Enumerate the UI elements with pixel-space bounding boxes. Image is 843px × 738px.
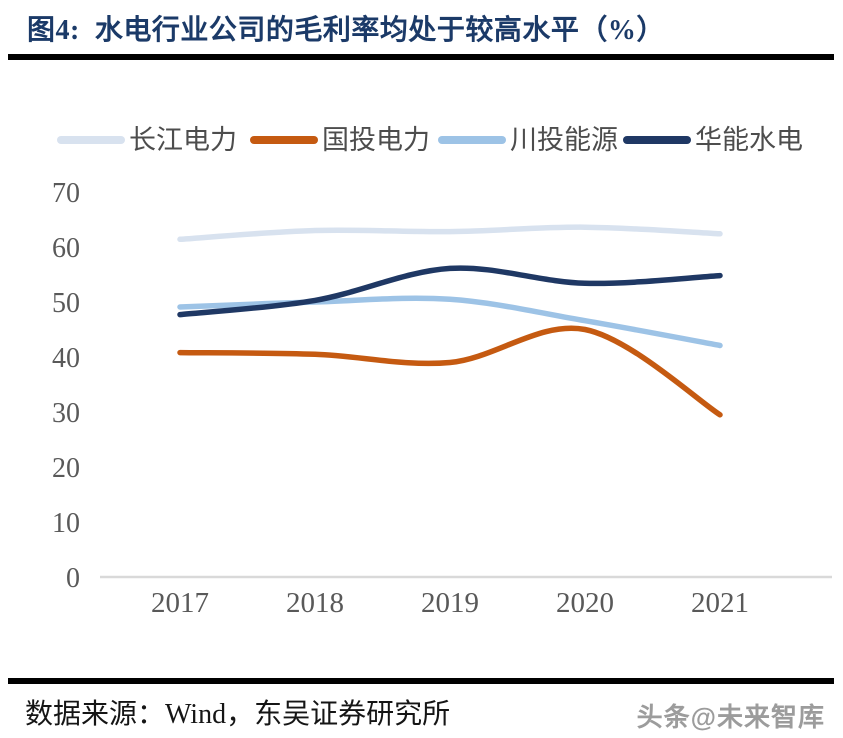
y-axis-tick-label: 30 xyxy=(52,398,80,429)
series-line-2 xyxy=(177,295,723,349)
y-axis-tick-label: 60 xyxy=(52,233,80,264)
footer-divider-rule xyxy=(8,678,834,684)
x-axis-tick-label: 2017 xyxy=(151,587,209,619)
y-axis-tick-label: 70 xyxy=(52,178,80,209)
watermark-text: 头条@未来智库 xyxy=(636,702,825,732)
x-axis-tick-label: 2018 xyxy=(286,587,344,619)
y-axis-tick-label: 40 xyxy=(52,343,80,374)
legend-label: 华能水电 xyxy=(695,125,803,155)
legend-swatch-changjiang-power xyxy=(57,136,125,144)
legend-item-changjiang-power: 长江电力 xyxy=(57,122,237,158)
data-source-text: 数据来源：Wind，东吴证券研究所 xyxy=(25,699,451,730)
legend-swatch-huaneng-hydropower xyxy=(623,136,691,144)
legend-swatch-chuantou-energy xyxy=(438,136,506,144)
legend-item-huaneng-hydropower: 华能水电 xyxy=(623,122,803,158)
x-axis-tick-label: 2019 xyxy=(421,587,479,619)
legend-item-sdic-power: 国投电力 xyxy=(250,122,430,158)
y-axis-tick-label: 20 xyxy=(52,453,80,484)
legend-label: 国投电力 xyxy=(322,125,430,155)
series-line-3 xyxy=(177,265,723,318)
legend-item-chuantou-energy: 川投能源 xyxy=(438,122,618,158)
line-chart-canvas: 0 10 20 30 40 50 60 70 2017 2018 2019 2020 2021 xyxy=(52,178,832,619)
y-axis-tick-label: 10 xyxy=(52,508,80,539)
chart-legend: 长江电力 国投电力 川投能源 华能水电 xyxy=(0,122,843,158)
y-axis-tick-label: 50 xyxy=(52,288,80,319)
x-axis-tick-label: 2021 xyxy=(691,587,749,619)
x-axis-tick-label: 2020 xyxy=(556,587,614,619)
legend-label: 长江电力 xyxy=(129,125,237,155)
title-divider-rule xyxy=(8,54,834,60)
series-line-0 xyxy=(177,224,723,243)
legend-swatch-sdic-power xyxy=(250,136,318,144)
figure-title: 图4: 水电行业公司的毛利率均处于较高水平（%） xyxy=(27,15,665,46)
y-axis-tick-label: 0 xyxy=(66,563,80,594)
legend-label: 川投能源 xyxy=(510,125,618,155)
series-line-1 xyxy=(177,325,723,418)
